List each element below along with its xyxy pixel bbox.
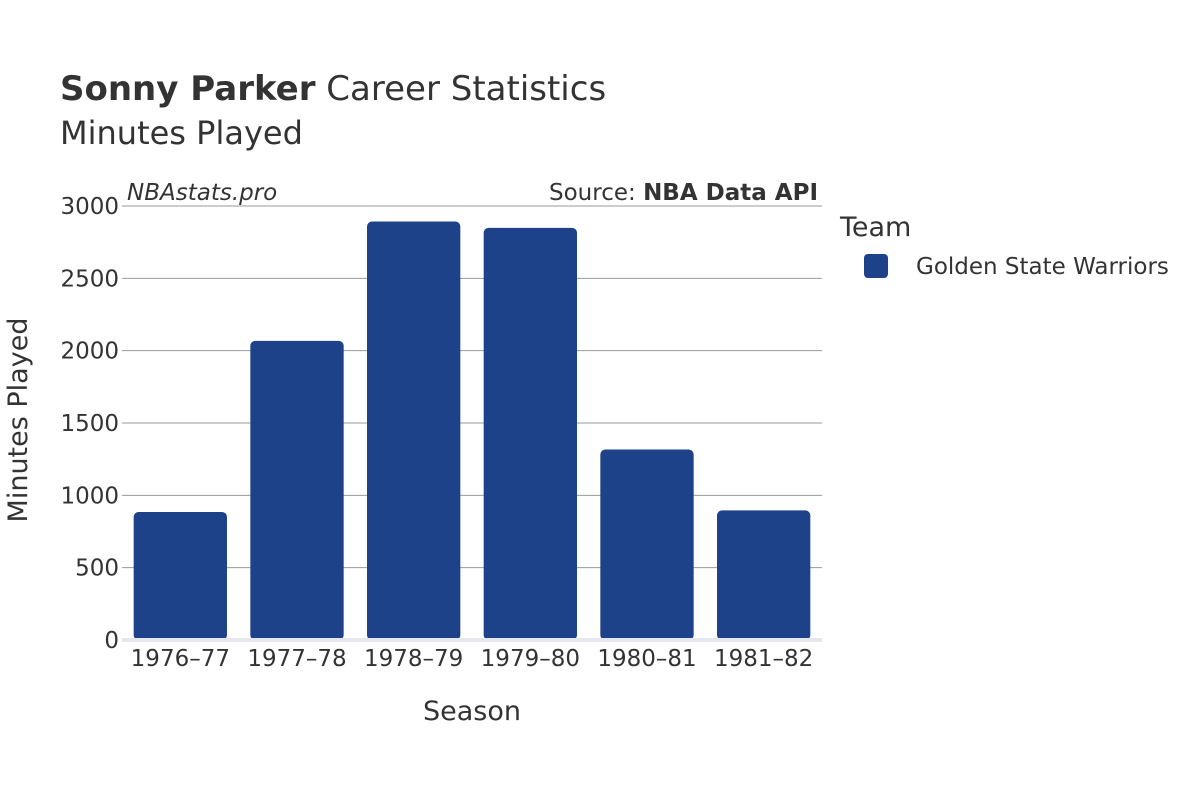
x-tick-label: 1978–79 [364, 646, 463, 672]
chart-title-player: Sonny Parker [60, 69, 316, 109]
bar [600, 449, 694, 640]
legend-item-label: Golden State Warriors [916, 254, 1169, 280]
chart-title-rest: Career Statistics [316, 69, 607, 109]
grid-lines [122, 205, 822, 569]
chart-subtitle: Minutes Played [60, 114, 303, 152]
bar [367, 221, 461, 640]
legend-title: Team [839, 212, 911, 243]
source-name: NBA Data API [643, 180, 818, 206]
bars [133, 221, 811, 640]
bar [483, 227, 577, 640]
bar [250, 340, 344, 640]
y-tick-label: 1500 [60, 411, 119, 437]
y-tick-label: 2000 [60, 339, 119, 365]
x-tick-label: 1980–81 [597, 646, 696, 672]
x-tick-label: 1976–77 [131, 646, 230, 672]
y-tick-label: 0 [104, 628, 119, 654]
legend-items: Golden State Warriors [864, 254, 1169, 280]
bar [717, 510, 811, 640]
source-credit: Source: NBA Data API [549, 180, 818, 206]
legend: Team Golden State Warriors [839, 212, 1169, 280]
x-tick-labels: 1976–77 1977–78 1978–79 1979–80 1980–81 1981–… [131, 646, 814, 672]
source-prefix: Source: [549, 180, 643, 206]
chart-title: Sonny Parker Career Statistics [60, 69, 606, 109]
x-axis-label: Season [423, 696, 521, 727]
x-tick-label: 1981–82 [714, 646, 813, 672]
y-tick-label: 3000 [60, 194, 119, 220]
y-tick-labels: 0 500 1000 1500 2000 2500 3000 [60, 194, 119, 654]
x-tick-label: 1977–78 [247, 646, 346, 672]
y-axis-label: Minutes Played [3, 318, 34, 523]
y-tick-label: 1000 [60, 483, 119, 509]
y-tick-label: 2500 [60, 266, 119, 292]
x-tick-label: 1979–80 [481, 646, 580, 672]
y-tick-label: 500 [75, 556, 119, 582]
bar [133, 511, 227, 640]
legend-swatch [864, 254, 888, 278]
watermark: NBAstats.pro [127, 180, 277, 206]
